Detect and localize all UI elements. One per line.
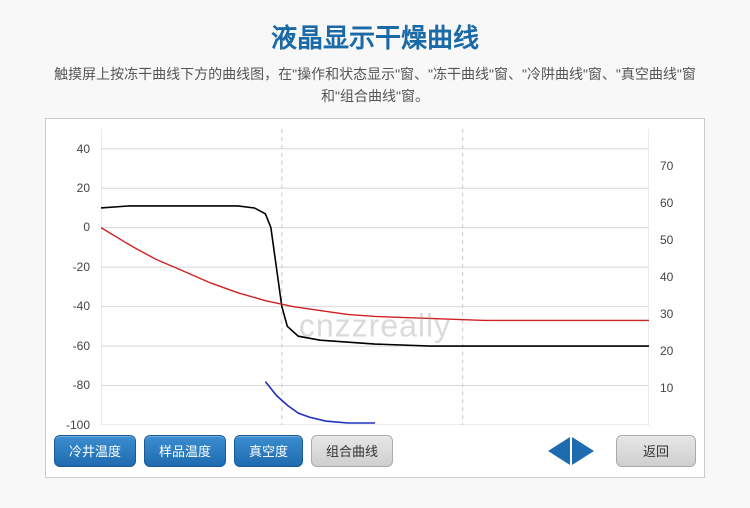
y-right-tick: 20 — [654, 344, 704, 358]
y-left-tick: -80 — [46, 378, 96, 392]
y-right-tick: 50 — [654, 233, 704, 247]
nav-arrows — [548, 437, 594, 465]
prev-arrow-icon[interactable] — [548, 437, 570, 465]
y-left-tick: -100 — [46, 418, 96, 432]
chart-area — [101, 129, 649, 425]
y-left-tick: -40 — [46, 299, 96, 313]
y-left-tick: -20 — [46, 260, 96, 274]
y-right-tick: 60 — [654, 196, 704, 210]
y-left-tick: 0 — [46, 220, 96, 234]
y-axis-left: 40200-20-40-60-80-100 — [46, 129, 96, 425]
chart-svg — [101, 129, 649, 425]
y-right-tick: 40 — [654, 270, 704, 284]
combo-curve-button[interactable]: 组合曲线 — [311, 435, 393, 467]
back-button[interactable]: 返回 — [616, 435, 696, 467]
button-bar: 冷井温度 样品温度 真空度 组合曲线 返回 — [54, 433, 696, 469]
y-left-tick: 40 — [46, 142, 96, 156]
page-title: 液晶显示干燥曲线 — [0, 0, 750, 63]
y-axis-right: 70 60 50 40 30 20 10 — [654, 129, 704, 425]
screenshot-frame: 40200-20-40-60-80-100 70605040302010 cnz… — [45, 118, 705, 478]
page-subtitle: 触摸屏上按冻干曲线下方的曲线图，在"操作和状态显示"窗、"冻干曲线"窗、"冷阱曲… — [0, 63, 750, 118]
next-arrow-icon[interactable] — [572, 437, 594, 465]
sample-temp-button[interactable]: 样品温度 — [144, 435, 226, 467]
y-left-tick: -60 — [46, 339, 96, 353]
y-right-tick: 30 — [654, 307, 704, 321]
y-right-tick: 10 — [654, 381, 704, 395]
y-left-tick: 20 — [46, 181, 96, 195]
vacuum-button[interactable]: 真空度 — [234, 435, 303, 467]
y-right-tick: 70 — [654, 159, 704, 173]
cold-trap-temp-button[interactable]: 冷井温度 — [54, 435, 136, 467]
